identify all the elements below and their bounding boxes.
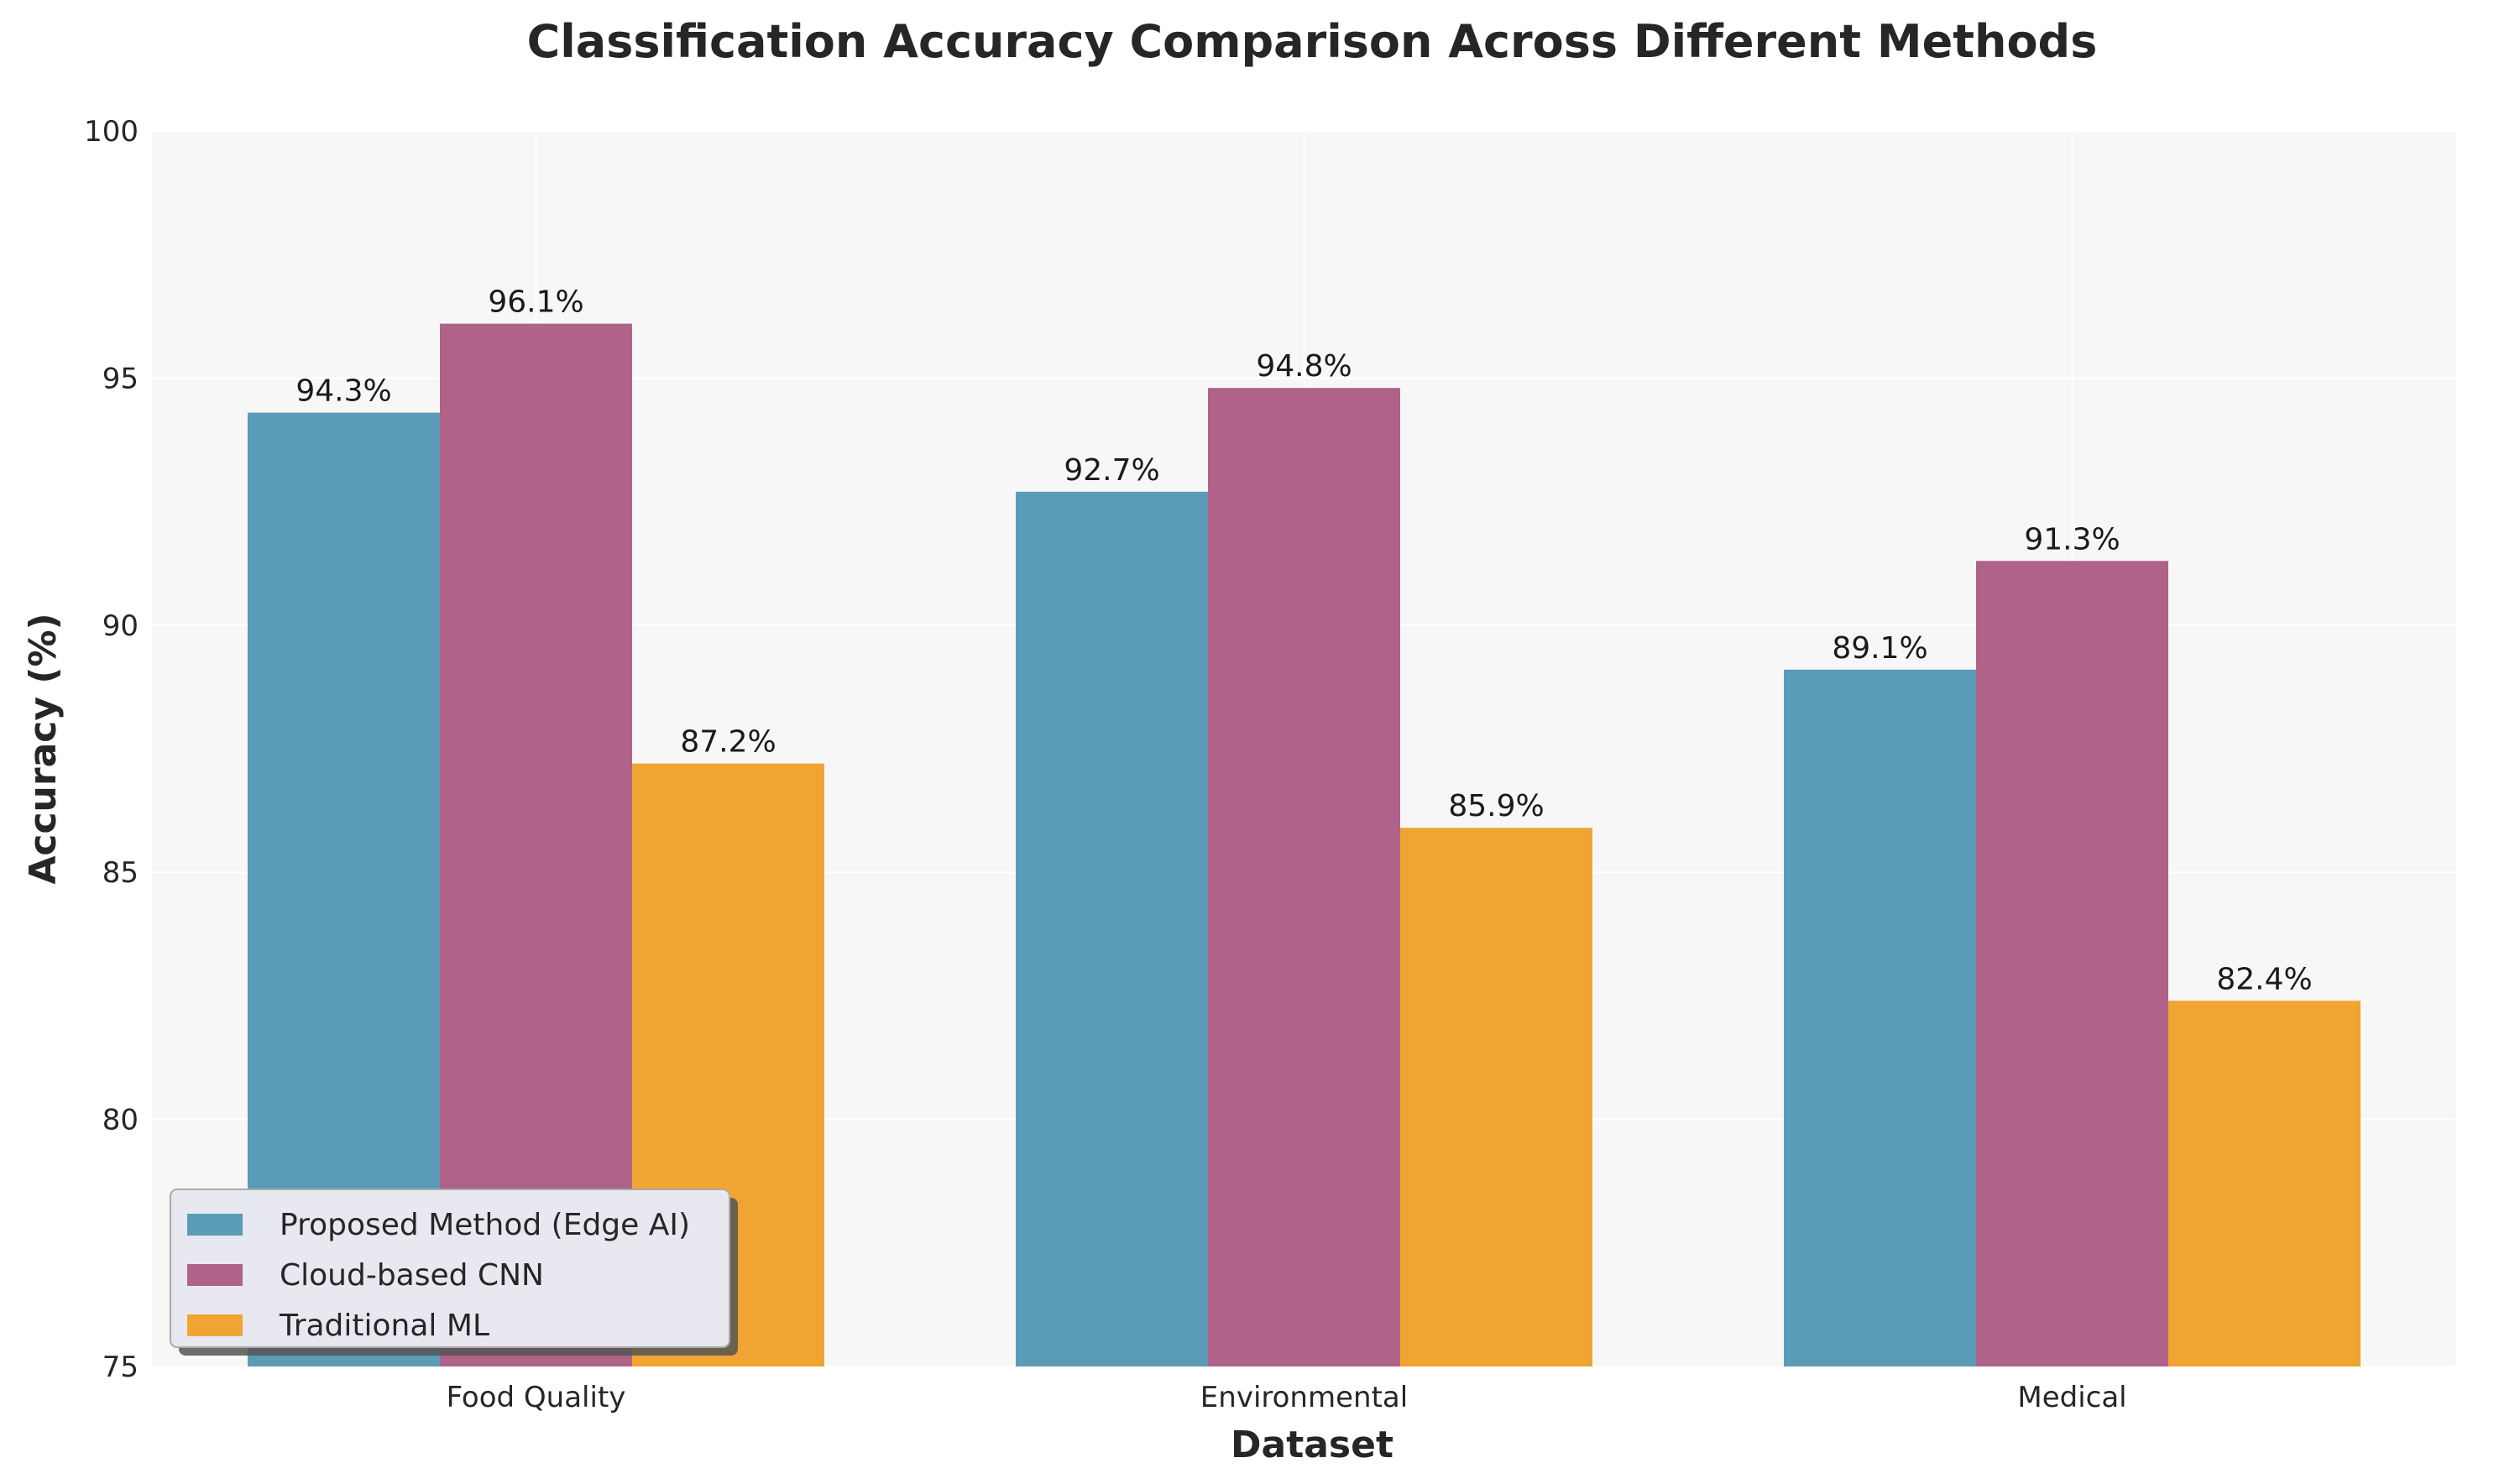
bar [1976,561,2168,1366]
bar [1784,669,1976,1366]
bar [1400,828,1592,1366]
y-tick-label: 80 [102,1104,139,1137]
legend: Proposed Method (Edge AI) Cloud-based CNN… [170,1189,738,1356]
bar-value-label: 91.3% [2024,522,2120,556]
legend-label: Traditional ML [279,1309,489,1343]
chart-title: Classification Accuracy Comparison Acros… [527,15,2098,68]
bar-value-label: 87.2% [680,725,776,760]
x-axis-ticks: Food Quality Environmental Medical [447,1381,2127,1414]
legend-box [170,1189,730,1348]
bar-value-label: 94.8% [1256,349,1352,384]
bars [248,323,2361,1367]
x-axis-label: Dataset [1231,1424,1393,1466]
legend-label: Cloud-based CNN [280,1258,544,1293]
legend-swatch [187,1264,243,1286]
y-tick-label: 95 [102,362,139,395]
y-tick-label: 85 [102,856,139,890]
bar-value-label: 89.1% [1832,631,1927,666]
bar-value-label: 85.9% [1448,789,1544,823]
y-tick-label: 100 [84,115,139,149]
x-tick-label: Medical [2017,1381,2126,1414]
bar-value-label: 94.3% [295,374,391,409]
y-axis-ticks: 75 80 85 90 95 100 [84,115,139,1384]
data-labels: 94.3% 92.7% 89.1% 96.1% 94.8% 91.3% 87.2% 85.9%… [295,285,2312,997]
legend-swatch [187,1214,243,1236]
legend-swatch [187,1314,243,1336]
bar-value-label: 82.4% [2216,962,2312,996]
bar-value-label: 96.1% [488,285,583,320]
legend-label: Proposed Method (Edge AI) [280,1208,690,1242]
bar [1016,491,1208,1366]
x-tick-label: Environmental [1200,1381,1408,1414]
bar [1208,388,1400,1366]
bar [2168,1001,2361,1366]
y-tick-label: 75 [102,1351,139,1384]
y-tick-label: 90 [102,609,139,643]
x-tick-label: Food Quality [447,1381,626,1414]
y-axis-label: Accuracy (%) [22,613,65,884]
bar-value-label: 92.7% [1064,453,1159,488]
